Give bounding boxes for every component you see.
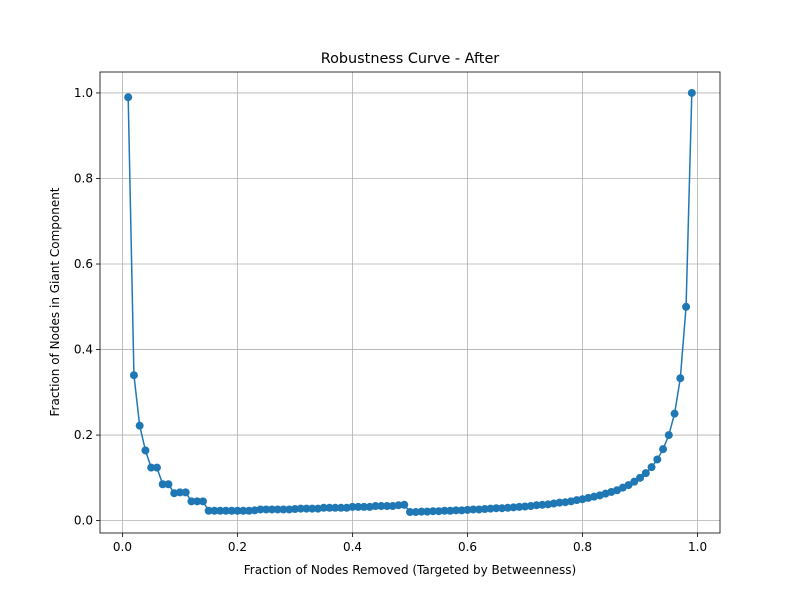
data-point xyxy=(267,505,276,514)
data-point xyxy=(636,473,645,482)
x-tick-label: 0.0 xyxy=(113,540,132,554)
data-point xyxy=(423,507,432,516)
data-point xyxy=(486,504,495,513)
data-point xyxy=(308,504,317,513)
y-tick-label: 0.2 xyxy=(74,428,93,442)
data-point xyxy=(682,302,691,311)
data-point xyxy=(256,505,265,514)
x-tick-label: 0.8 xyxy=(573,540,592,554)
data-point xyxy=(187,497,196,506)
data-point xyxy=(641,469,650,478)
data-point xyxy=(492,504,501,513)
data-point xyxy=(204,506,213,515)
data-point xyxy=(296,504,305,513)
chart-title: Robustness Curve - After xyxy=(321,51,500,67)
data-point xyxy=(354,502,363,511)
data-point xyxy=(463,505,472,514)
data-point xyxy=(498,504,507,513)
data-point xyxy=(452,506,461,515)
data-point xyxy=(670,409,679,418)
data-point xyxy=(429,507,438,516)
data-point xyxy=(532,501,541,510)
data-point xyxy=(469,505,478,514)
data-point xyxy=(325,503,334,512)
data-point xyxy=(653,455,662,464)
data-point xyxy=(181,488,190,497)
data-point xyxy=(135,421,144,430)
plot-frame xyxy=(99,71,721,534)
data-point xyxy=(302,504,311,513)
data-point xyxy=(521,502,530,511)
data-point xyxy=(198,497,207,506)
data-point xyxy=(290,505,299,514)
data-point xyxy=(382,502,391,511)
data-point xyxy=(227,506,236,515)
data-point xyxy=(348,502,357,511)
data-point xyxy=(417,507,426,516)
data-point xyxy=(147,463,156,472)
data-point xyxy=(371,502,380,511)
data-point xyxy=(434,507,443,516)
x-axis-label: Fraction of Nodes Removed (Targeted by B… xyxy=(244,563,576,577)
data-point xyxy=(273,505,282,514)
data-point xyxy=(359,502,368,511)
x-tick-label: 0.2 xyxy=(228,540,247,554)
data-point xyxy=(475,505,484,514)
data-point xyxy=(659,445,668,454)
data-point xyxy=(457,506,466,515)
data-point xyxy=(377,502,386,511)
data-point xyxy=(336,503,345,512)
data-point xyxy=(193,497,202,506)
data-point xyxy=(285,505,294,514)
data-point xyxy=(319,503,328,512)
data-point xyxy=(394,501,403,510)
data-point xyxy=(400,500,409,509)
data-point xyxy=(509,503,518,512)
y-tick-label: 0.8 xyxy=(74,171,93,185)
data-point xyxy=(331,503,340,512)
data-point xyxy=(244,506,253,515)
data-point xyxy=(555,498,564,507)
data-point xyxy=(515,502,524,511)
x-tick-label: 0.6 xyxy=(458,540,477,554)
data-point xyxy=(158,480,167,489)
data-point xyxy=(480,505,489,514)
data-point xyxy=(175,488,184,497)
y-tick-label: 0.4 xyxy=(74,343,93,357)
data-point xyxy=(503,503,512,512)
data-point xyxy=(279,505,288,514)
data-point xyxy=(624,481,633,490)
data-point xyxy=(233,506,242,515)
data-point xyxy=(164,480,173,489)
data-point xyxy=(124,93,133,102)
data-point xyxy=(141,446,150,455)
data-point xyxy=(239,506,248,515)
data-point xyxy=(262,505,271,514)
data-point xyxy=(664,431,673,440)
data-point xyxy=(630,477,639,486)
x-tick-label: 0.4 xyxy=(343,540,362,554)
data-point xyxy=(687,88,696,97)
data-point xyxy=(538,500,547,509)
y-tick-label: 0.0 xyxy=(74,514,93,528)
data-point xyxy=(129,371,138,380)
x-tick-label: 1.0 xyxy=(688,540,707,554)
y-tick-label: 0.6 xyxy=(74,257,93,271)
data-point xyxy=(221,506,230,515)
data-point xyxy=(676,374,685,383)
data-point xyxy=(440,506,449,515)
data-point xyxy=(647,463,656,472)
data-point xyxy=(411,508,420,517)
data-point xyxy=(406,508,414,517)
data-point xyxy=(446,506,455,515)
data-point xyxy=(210,506,219,515)
y-tick-label: 1.0 xyxy=(74,86,93,100)
data-point xyxy=(216,506,225,515)
data-point xyxy=(152,463,161,472)
y-axis-label: Fraction of Nodes in Giant Component xyxy=(48,187,62,416)
